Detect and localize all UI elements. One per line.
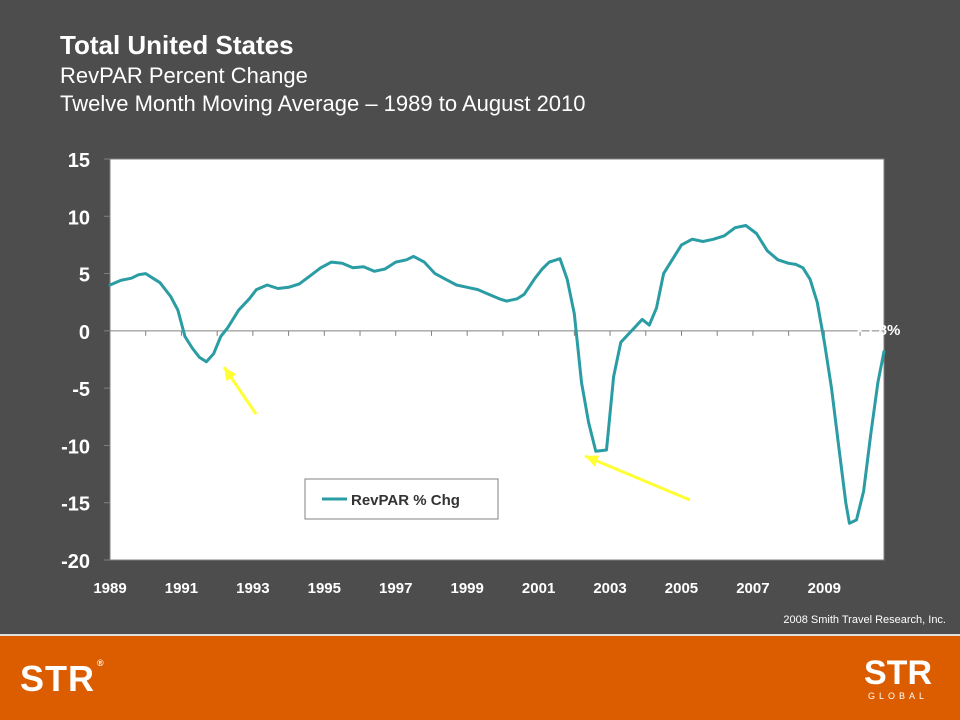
y-tick-label: 5 (79, 265, 90, 287)
series-line-revpar (108, 224, 886, 525)
arrow-dip-2002-shaft (584, 454, 691, 502)
x-tick-label: 1993 (236, 580, 269, 597)
legend-label: RevPAR % Chg (351, 492, 460, 509)
str-global-logo: STR GLOBAL (858, 656, 938, 702)
x-tick-label: 2003 (593, 580, 626, 597)
str-global-logo-bottom: GLOBAL (867, 691, 929, 701)
x-tick-label: 1995 (308, 580, 341, 597)
copyright-note: 2008 Smith Travel Research, Inc. (783, 614, 946, 626)
footer-bar: STR ® STR GLOBAL (0, 636, 960, 720)
footer-divider (0, 634, 960, 636)
arrow-dip-1991-head (224, 367, 237, 382)
str-logo-left: STR ® (20, 658, 105, 699)
x-tick-label: 2009 (808, 580, 841, 597)
y-tick-label: 10 (68, 207, 90, 229)
annotation-label: -16.8% (714, 538, 759, 554)
y-tick-label: -10 (61, 436, 90, 458)
page-subtitle: RevPAR Percent Change (60, 63, 308, 88)
title-block: Total United States RevPAR Percent Chang… (60, 28, 586, 118)
x-tick-label: 2005 (665, 580, 698, 597)
str-global-logo-top: STR (864, 654, 932, 692)
x-tick-label: 1989 (93, 580, 126, 597)
y-tick-label: 0 (79, 322, 90, 344)
str-logo-left-text: STR (20, 658, 95, 699)
arrow-dip-2009-head (827, 526, 842, 538)
annotation-label: -10.5% (706, 505, 744, 519)
page-subtitle-range: Twelve Month Moving Average – 1989 to Au… (60, 91, 586, 116)
x-tick-label: 2001 (522, 580, 555, 597)
x-tick-label: 1997 (379, 580, 412, 597)
arrow-dip-2002-head (585, 455, 600, 467)
annotation-label: -2.7% (268, 421, 300, 435)
x-tick-label: 1991 (165, 580, 198, 597)
page-title: Total United States (60, 30, 294, 60)
y-tick-label: -5 (72, 379, 90, 401)
y-tick-label: -20 (61, 551, 90, 573)
y-tick-label: 15 (68, 150, 90, 172)
annotation-label: - 1.8% (857, 322, 900, 339)
x-tick-label: 2007 (736, 580, 769, 597)
x-tick-label: 1999 (450, 580, 483, 597)
y-tick-label: -15 (61, 494, 90, 516)
